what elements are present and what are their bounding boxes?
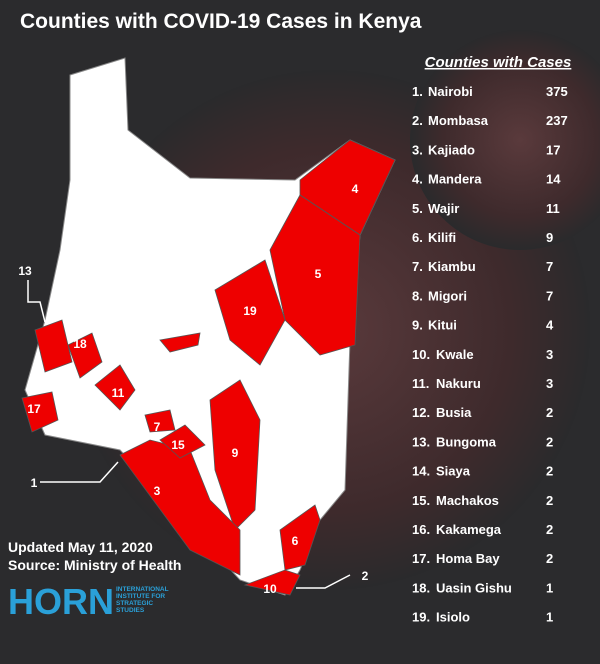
legend-cases: 2 (546, 522, 553, 537)
legend-cases: 1 (546, 610, 553, 625)
legend-rank: 17. (412, 551, 430, 566)
legend-rank: 8. (412, 288, 423, 303)
legend-rank: 18. (412, 580, 430, 595)
legend-county: Nakuru (436, 376, 481, 391)
legend-rank: 9. (412, 318, 423, 333)
legend-county: Kakamega (436, 522, 502, 537)
map-label: 10 (263, 582, 277, 596)
legend-cases: 3 (546, 376, 553, 391)
legend-county: Nairobi (428, 84, 473, 99)
legend-cases: 14 (546, 172, 561, 187)
legend-cases: 2 (546, 464, 553, 479)
logo-tagline: INTERNATIONAL INSTITUTE FOR STRATEGIC ST… (116, 586, 169, 614)
logo-name: HORN (8, 581, 114, 622)
map-label: 6 (292, 534, 299, 548)
map-label: 13 (18, 264, 32, 278)
legend-heading: Counties with Cases (425, 54, 572, 71)
legend-county: Migori (428, 288, 467, 303)
legend-rank: 11. (412, 376, 429, 391)
legend-county: Mandera (428, 172, 482, 187)
legend-county: Kilifi (428, 230, 456, 245)
legend-rank: 7. (412, 259, 423, 274)
map-label: 19 (243, 304, 257, 318)
virus-texture (410, 30, 600, 250)
legend-cases: 3 (546, 347, 553, 362)
legend-cases: 4 (546, 318, 554, 333)
map-label: 1 (31, 476, 38, 490)
legend-rank: 10. (412, 347, 430, 362)
map-label: 15 (171, 438, 185, 452)
kenya-map (21, 57, 396, 596)
legend-county: Kwale (436, 347, 474, 362)
legend-county: Busia (436, 405, 472, 420)
legend-county: Isiolo (436, 610, 470, 625)
legend-cases: 375 (546, 84, 568, 99)
legend-rank: 19. (412, 610, 430, 625)
legend-county: Kitui (428, 318, 457, 333)
legend-county: Kajiado (428, 142, 475, 157)
legend-county: Kiambu (428, 259, 476, 274)
map-label: 17 (27, 402, 41, 416)
map-label: 3 (154, 484, 161, 498)
legend-cases: 1 (546, 580, 553, 595)
legend-cases: 2 (546, 551, 553, 566)
legend-county: Siaya (436, 464, 471, 479)
map-label: 9 (232, 446, 239, 460)
legend-rank: 5. (412, 201, 423, 216)
legend-county: Machakos (436, 493, 499, 508)
legend-county: Bungoma (436, 434, 497, 449)
legend-cases: 7 (546, 259, 553, 274)
logo-tagline-box: INTERNATIONAL INSTITUTE FOR STRATEGIC ST… (116, 586, 169, 614)
legend-rank: 1. (412, 84, 423, 99)
map-label: 5 (315, 267, 322, 281)
map-label: 11 (112, 386, 125, 400)
legend-cases: 2 (546, 493, 553, 508)
legend-cases: 17 (546, 142, 560, 157)
legend-cases: 7 (546, 288, 553, 303)
title: Counties with COVID-19 Cases in Kenya (20, 10, 422, 33)
updated-date: Updated May 11, 2020 (8, 539, 153, 555)
legend-rank: 14. (412, 464, 430, 479)
legend-cases: 2 (546, 405, 553, 420)
legend-county: Homa Bay (436, 551, 500, 566)
legend-cases: 11 (546, 201, 560, 216)
legend-cases: 237 (546, 113, 568, 128)
map-label: 2 (362, 569, 369, 583)
legend-county: Wajir (428, 201, 459, 216)
legend-rank: 6. (412, 230, 423, 245)
legend-rank: 12. (412, 405, 430, 420)
case-counties (21, 139, 396, 596)
legend-rank: 15. (412, 493, 430, 508)
legend-rank: 16. (412, 522, 430, 537)
legend-cases: 2 (546, 434, 553, 449)
legend-rank: 13. (412, 434, 430, 449)
legend-rank: 2. (412, 113, 423, 128)
legend-county: Mombasa (428, 113, 489, 128)
source: Source: Ministry of Health (8, 557, 181, 573)
map-label: 7 (154, 420, 161, 434)
legend-county: Uasin Gishu (436, 580, 512, 595)
legend-rank: 3. (412, 142, 423, 157)
legend-rank: 4. (412, 172, 423, 187)
legend-cases: 9 (546, 230, 553, 245)
callout-lines (27, 280, 351, 589)
map-label: 18 (73, 337, 87, 351)
map-label: 4 (352, 182, 359, 196)
